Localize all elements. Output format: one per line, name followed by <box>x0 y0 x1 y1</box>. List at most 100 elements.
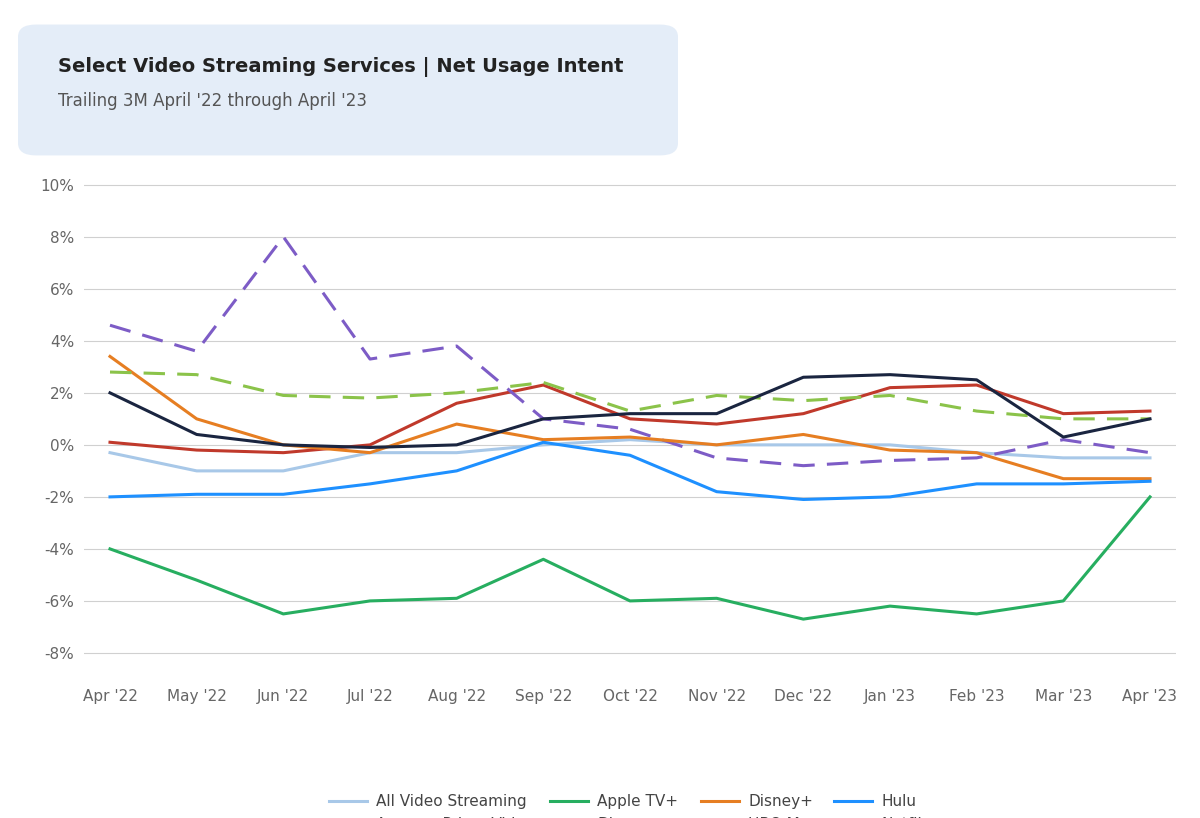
HBO Max <box>883 390 898 400</box>
Text: Trailing 3M April '22 through April '23: Trailing 3M April '22 through April '23 <box>58 92 367 110</box>
Hulu <box>623 451 637 461</box>
Amazon Prime Video <box>536 380 551 390</box>
Disney+ <box>536 434 551 444</box>
Disney+ <box>970 447 984 457</box>
Text: Select Video Streaming Services | Net Usage Intent: Select Video Streaming Services | Net Us… <box>58 57 623 77</box>
HBO Max <box>1142 414 1157 424</box>
Discovery+ <box>796 461 810 470</box>
Apple TV+ <box>276 609 290 619</box>
Disney+ <box>276 440 290 450</box>
Hulu <box>536 438 551 447</box>
HBO Max <box>623 407 637 416</box>
Discovery+ <box>1056 434 1070 444</box>
Line: Hulu: Hulu <box>110 443 1150 500</box>
Hulu <box>1142 476 1157 486</box>
Disney+ <box>1056 474 1070 483</box>
HBO Max <box>190 370 204 380</box>
Netflix <box>1142 414 1157 424</box>
Discovery+ <box>970 453 984 463</box>
Discovery+ <box>190 346 204 356</box>
All Video Streaming <box>362 447 377 457</box>
Discovery+ <box>362 354 377 364</box>
Amazon Prime Video <box>362 440 377 450</box>
Amazon Prime Video <box>970 380 984 390</box>
HBO Max <box>709 390 724 400</box>
Discovery+ <box>536 414 551 424</box>
Line: HBO Max: HBO Max <box>110 372 1150 419</box>
Disney+ <box>1142 474 1157 483</box>
Disney+ <box>450 419 464 429</box>
HBO Max <box>450 388 464 398</box>
Discovery+ <box>623 425 637 434</box>
All Video Streaming <box>709 440 724 450</box>
All Video Streaming <box>623 434 637 444</box>
Hulu <box>276 489 290 499</box>
Apple TV+ <box>623 596 637 606</box>
Disney+ <box>103 352 118 362</box>
Hulu <box>796 495 810 505</box>
All Video Streaming <box>276 466 290 476</box>
Hulu <box>450 466 464 476</box>
Apple TV+ <box>1142 492 1157 501</box>
Apple TV+ <box>103 544 118 554</box>
Disney+ <box>623 432 637 442</box>
All Video Streaming <box>796 440 810 450</box>
All Video Streaming <box>190 466 204 476</box>
Hulu <box>362 479 377 489</box>
Discovery+ <box>709 453 724 463</box>
Discovery+ <box>1142 447 1157 457</box>
Amazon Prime Video <box>1142 407 1157 416</box>
All Video Streaming <box>1142 453 1157 463</box>
All Video Streaming <box>1056 453 1070 463</box>
Line: Netflix: Netflix <box>110 375 1150 447</box>
Netflix <box>362 443 377 452</box>
Disney+ <box>709 440 724 450</box>
Line: Disney+: Disney+ <box>110 357 1150 479</box>
Amazon Prime Video <box>709 419 724 429</box>
Apple TV+ <box>796 614 810 624</box>
Apple TV+ <box>709 593 724 603</box>
Netflix <box>190 429 204 439</box>
Netflix <box>1056 432 1070 442</box>
HBO Max <box>536 378 551 388</box>
Hulu <box>1056 479 1070 489</box>
Netflix <box>450 440 464 450</box>
Discovery+ <box>276 231 290 241</box>
Hulu <box>190 489 204 499</box>
All Video Streaming <box>883 440 898 450</box>
Amazon Prime Video <box>883 383 898 393</box>
Apple TV+ <box>450 593 464 603</box>
Discovery+ <box>450 341 464 351</box>
Apple TV+ <box>536 555 551 564</box>
Amazon Prime Video <box>103 438 118 447</box>
Apple TV+ <box>362 596 377 606</box>
Netflix <box>970 375 984 384</box>
All Video Streaming <box>450 447 464 457</box>
Amazon Prime Video <box>190 445 204 455</box>
Apple TV+ <box>190 575 204 585</box>
Netflix <box>883 370 898 380</box>
Amazon Prime Video <box>623 414 637 424</box>
Line: All Video Streaming: All Video Streaming <box>110 439 1150 471</box>
Netflix <box>623 409 637 419</box>
Apple TV+ <box>1056 596 1070 606</box>
Discovery+ <box>883 456 898 465</box>
All Video Streaming <box>103 447 118 457</box>
Netflix <box>709 409 724 419</box>
Amazon Prime Video <box>1056 409 1070 419</box>
Apple TV+ <box>970 609 984 619</box>
Disney+ <box>796 429 810 439</box>
Hulu <box>970 479 984 489</box>
Line: Apple TV+: Apple TV+ <box>110 497 1150 619</box>
Legend: All Video Streaming, Amazon Prime Video, Apple TV+, Discovery+, Disney+, HBO Max: All Video Streaming, Amazon Prime Video,… <box>323 788 937 818</box>
Disney+ <box>883 445 898 455</box>
HBO Max <box>276 390 290 400</box>
Netflix <box>796 372 810 382</box>
Line: Discovery+: Discovery+ <box>110 236 1150 465</box>
Netflix <box>276 440 290 450</box>
Amazon Prime Video <box>796 409 810 419</box>
HBO Max <box>1056 414 1070 424</box>
Hulu <box>883 492 898 501</box>
All Video Streaming <box>536 440 551 450</box>
Disney+ <box>190 414 204 424</box>
